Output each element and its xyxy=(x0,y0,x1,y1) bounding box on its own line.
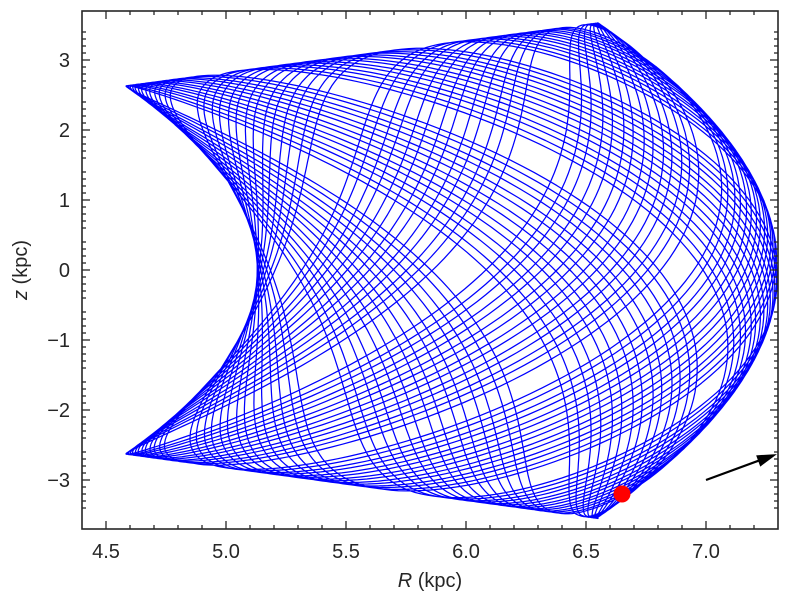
y-tick-label: −2 xyxy=(47,400,70,422)
x-tick-label: 5.5 xyxy=(332,541,360,563)
x-axis-var: R xyxy=(398,570,412,592)
x-axis-label: R (kpc) xyxy=(398,570,462,592)
overlay-layer xyxy=(613,454,777,503)
x-tick-label: 6.0 xyxy=(452,541,480,563)
x-tick-label: 5.0 xyxy=(212,541,240,563)
x-axis-unit: (kpc) xyxy=(412,570,462,592)
current-position-marker xyxy=(613,485,631,503)
y-tick-label: −1 xyxy=(47,330,70,352)
y-tick-label: 2 xyxy=(59,120,70,142)
y-tick-label: 0 xyxy=(59,260,70,282)
y-tick-label: −3 xyxy=(47,470,70,492)
y-tick-label: 3 xyxy=(59,50,70,72)
orbit-trajectory-line xyxy=(125,22,778,520)
x-tick-label: 7.0 xyxy=(692,541,720,563)
velocity-arrow-head xyxy=(756,454,777,467)
x-tick-label: 4.5 xyxy=(92,541,120,563)
x-tick-label: 6.5 xyxy=(572,541,600,563)
y-axis-unit: (kpc) xyxy=(10,240,32,290)
y-tick-label: 1 xyxy=(59,190,70,212)
y-axis-var: z xyxy=(10,290,32,301)
y-axis-label: z (kpc) xyxy=(10,240,32,301)
ticks-layer: 4.5 5.0 5.5 6.0 6.5 7.0 −3 −2 −1 0 1 2 3 xyxy=(47,11,778,563)
orbit-layer xyxy=(125,22,778,520)
